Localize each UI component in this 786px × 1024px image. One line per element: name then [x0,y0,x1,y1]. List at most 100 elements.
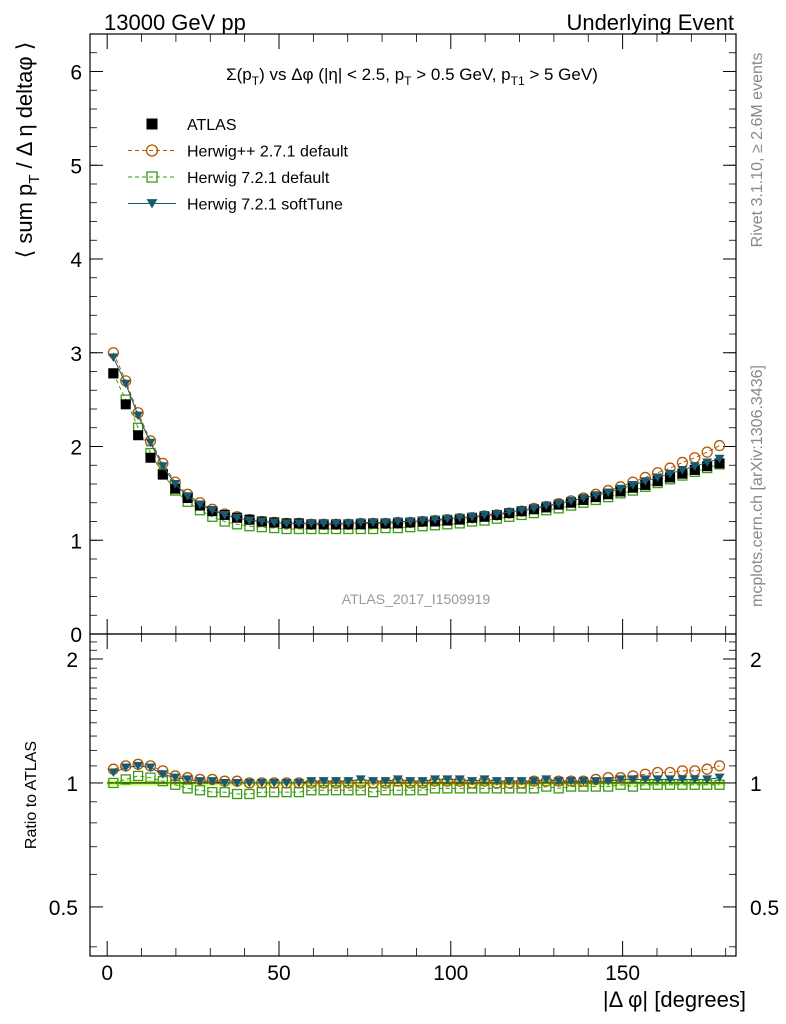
main-point [157,462,168,471]
main-point [293,519,304,528]
main-point [491,510,502,519]
main-point [479,510,490,520]
legend-item: Herwig 7.2.1 default [128,170,330,187]
ratio-y-axis-label: Ratio to ATLAS [23,741,40,849]
ratio-point [479,775,490,784]
ratio-point [108,768,119,778]
ratio-point [467,777,478,786]
main-point [405,517,416,526]
main-point [182,492,193,501]
main-point [133,430,144,441]
ratio-point [454,775,465,784]
main-point [368,518,379,527]
ratio-point [640,775,651,784]
main-point [454,513,465,523]
analysis-id: ATLAS_2017_I1509919 [342,591,491,607]
main-point [170,480,181,489]
rivet-label: Rivet 3.1.10, ≥ 2.6M events [749,53,766,248]
ratio-point [343,777,354,786]
ratio-point [627,775,638,784]
ratio-point [219,786,230,798]
ratio-point [145,772,156,783]
ratio-y-tick-label-left: 2 [66,649,78,672]
main-series-group [107,347,726,535]
ratio-point [318,777,329,786]
legend-marker [146,199,158,209]
ratio-point [318,785,329,796]
ratio-point [194,777,205,786]
ratio-point [417,777,428,786]
main-point [232,513,243,523]
ratio-point [702,775,713,784]
main-title: Σ(pT) vs Δφ (|η| < 2.5, pT > 0.5 GeV, pT… [226,65,598,88]
ratio-point [194,785,206,796]
ratio-y-tick-label-right: 1 [750,773,762,796]
main-point [355,518,366,527]
ratio-point [665,775,676,784]
main-point [677,465,688,475]
ratio-point [145,763,156,773]
ratio-point [306,785,317,796]
main-series-3 [108,353,725,528]
ratio-point [429,775,440,784]
ratio-point [232,778,243,788]
ratio-point [392,775,403,784]
ratio-series-2 [108,761,725,788]
main-point [256,517,267,526]
main-point [528,504,539,513]
main-point [713,439,726,452]
main-point [120,379,131,389]
ratio-point [330,785,342,796]
main-y-tick-label: 6 [70,62,82,85]
legend-marker [146,171,158,183]
main-point [145,438,156,448]
ratio-point [244,778,255,788]
main-y-tick-label: 0 [70,624,82,647]
main-point [318,519,329,528]
legend-label: Herwig 7.2.1 default [187,170,330,187]
ratio-point [380,785,391,796]
main-point [615,484,626,494]
ratio-point [108,777,119,789]
main-series-line [112,352,720,525]
ratio-point [566,777,577,786]
ratio-point [380,777,391,786]
main-point [157,469,168,480]
ratio-point [553,777,564,786]
main-point [590,491,601,500]
main-point [343,519,354,528]
main-point [689,462,700,471]
legend-marker [146,118,158,130]
header-left: 13000 GeV pp [104,10,246,35]
main-point [194,500,205,510]
main-point [306,519,317,528]
ratio-point [701,763,713,775]
legend-marker [145,144,159,157]
main-point [417,516,428,526]
ratio-point [269,778,280,788]
ratio-point [504,777,515,786]
main-point [640,477,651,486]
main-point [541,501,552,511]
ratio-point [157,770,168,779]
main-point [701,446,713,458]
main-y-axis-label: ⟨ sum pT / Δ η deltaφ ⟩ [12,42,43,259]
main-axis-ticks: 0 1 2 3 4 5 6 0 50 100 150 [70,33,736,985]
x-tick-label: 150 [605,962,640,985]
ratio-point [603,777,614,786]
x-axis-label: |Δ φ| [degrees] [603,987,746,1012]
main-point [133,411,144,421]
ratio-point [231,788,243,800]
main-point [714,458,725,469]
x-tick-label: 50 [267,962,290,985]
ratio-point [405,785,416,796]
ratio-panel-frame [89,633,737,957]
mcplots-label: mcplots.cern.ch [arXiv:1306.3436] [749,365,766,607]
main-point [281,519,292,528]
ratio-point [615,775,626,784]
main-point [120,399,131,410]
ratio-point [578,777,589,786]
legend-label: Herwig++ 2.7.1 default [187,144,349,161]
main-y-tick-label: 1 [70,530,82,553]
